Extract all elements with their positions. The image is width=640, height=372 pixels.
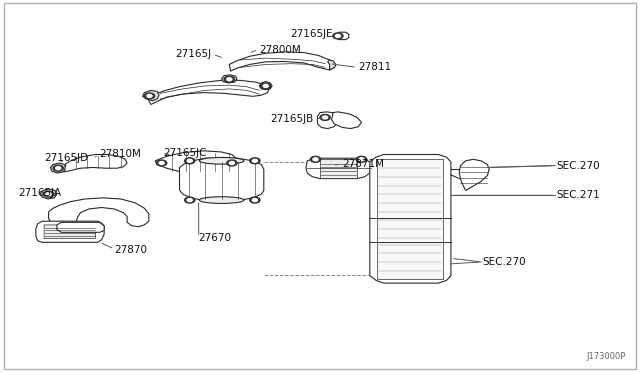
- Polygon shape: [328, 60, 336, 70]
- Text: 27165JC: 27165JC: [164, 148, 207, 158]
- Circle shape: [335, 35, 340, 37]
- Text: 27165J: 27165J: [175, 49, 211, 60]
- Polygon shape: [44, 225, 97, 238]
- Circle shape: [44, 191, 54, 197]
- Polygon shape: [57, 222, 104, 232]
- Ellipse shape: [199, 157, 244, 164]
- Polygon shape: [51, 163, 66, 173]
- Circle shape: [184, 158, 195, 164]
- Circle shape: [333, 33, 343, 39]
- Circle shape: [56, 167, 61, 170]
- Polygon shape: [221, 75, 237, 83]
- Polygon shape: [460, 159, 489, 190]
- Polygon shape: [65, 154, 127, 172]
- Circle shape: [320, 115, 330, 121]
- Polygon shape: [148, 80, 269, 105]
- Circle shape: [147, 94, 152, 97]
- Text: SEC.270: SEC.270: [556, 161, 600, 171]
- Polygon shape: [229, 52, 335, 71]
- Circle shape: [53, 165, 63, 171]
- Circle shape: [224, 76, 234, 82]
- Text: 27810M: 27810M: [100, 150, 141, 160]
- Polygon shape: [332, 112, 362, 129]
- Circle shape: [250, 158, 260, 164]
- Polygon shape: [143, 90, 159, 101]
- Text: 27800M: 27800M: [259, 45, 301, 55]
- Polygon shape: [40, 189, 57, 199]
- Text: SEC.271: SEC.271: [556, 190, 600, 200]
- Text: 27165JA: 27165JA: [19, 188, 61, 198]
- Circle shape: [250, 197, 260, 203]
- Circle shape: [184, 197, 195, 203]
- Text: J173000P: J173000P: [586, 352, 625, 361]
- Circle shape: [227, 78, 232, 81]
- Polygon shape: [370, 154, 451, 283]
- Circle shape: [145, 93, 155, 99]
- Circle shape: [323, 116, 328, 119]
- Text: 27165JE: 27165JE: [290, 29, 333, 39]
- Polygon shape: [179, 158, 264, 201]
- Circle shape: [227, 160, 237, 166]
- Text: 27811: 27811: [358, 62, 392, 73]
- Circle shape: [252, 199, 257, 202]
- Circle shape: [260, 83, 271, 89]
- Text: 27870: 27870: [115, 245, 147, 255]
- Polygon shape: [49, 198, 149, 229]
- Text: 27165JB: 27165JB: [270, 114, 314, 124]
- Polygon shape: [378, 159, 443, 279]
- Text: 27165JD: 27165JD: [44, 153, 88, 163]
- Polygon shape: [156, 151, 237, 173]
- Ellipse shape: [199, 197, 244, 203]
- Circle shape: [157, 160, 167, 166]
- Polygon shape: [36, 221, 104, 242]
- Text: 27670: 27670: [198, 233, 232, 243]
- Polygon shape: [317, 112, 338, 129]
- Text: 27871M: 27871M: [342, 159, 385, 169]
- Circle shape: [310, 156, 321, 162]
- Circle shape: [359, 158, 364, 161]
- Circle shape: [187, 199, 192, 202]
- Polygon shape: [320, 159, 357, 178]
- Circle shape: [313, 158, 318, 161]
- Circle shape: [46, 193, 51, 196]
- Polygon shape: [306, 158, 371, 179]
- Polygon shape: [259, 81, 272, 90]
- Circle shape: [356, 156, 367, 162]
- Circle shape: [263, 84, 268, 87]
- Polygon shape: [336, 32, 349, 39]
- Circle shape: [187, 159, 192, 162]
- Text: SEC.270: SEC.270: [483, 257, 527, 267]
- Circle shape: [252, 159, 257, 162]
- Circle shape: [159, 161, 164, 164]
- Circle shape: [229, 161, 234, 164]
